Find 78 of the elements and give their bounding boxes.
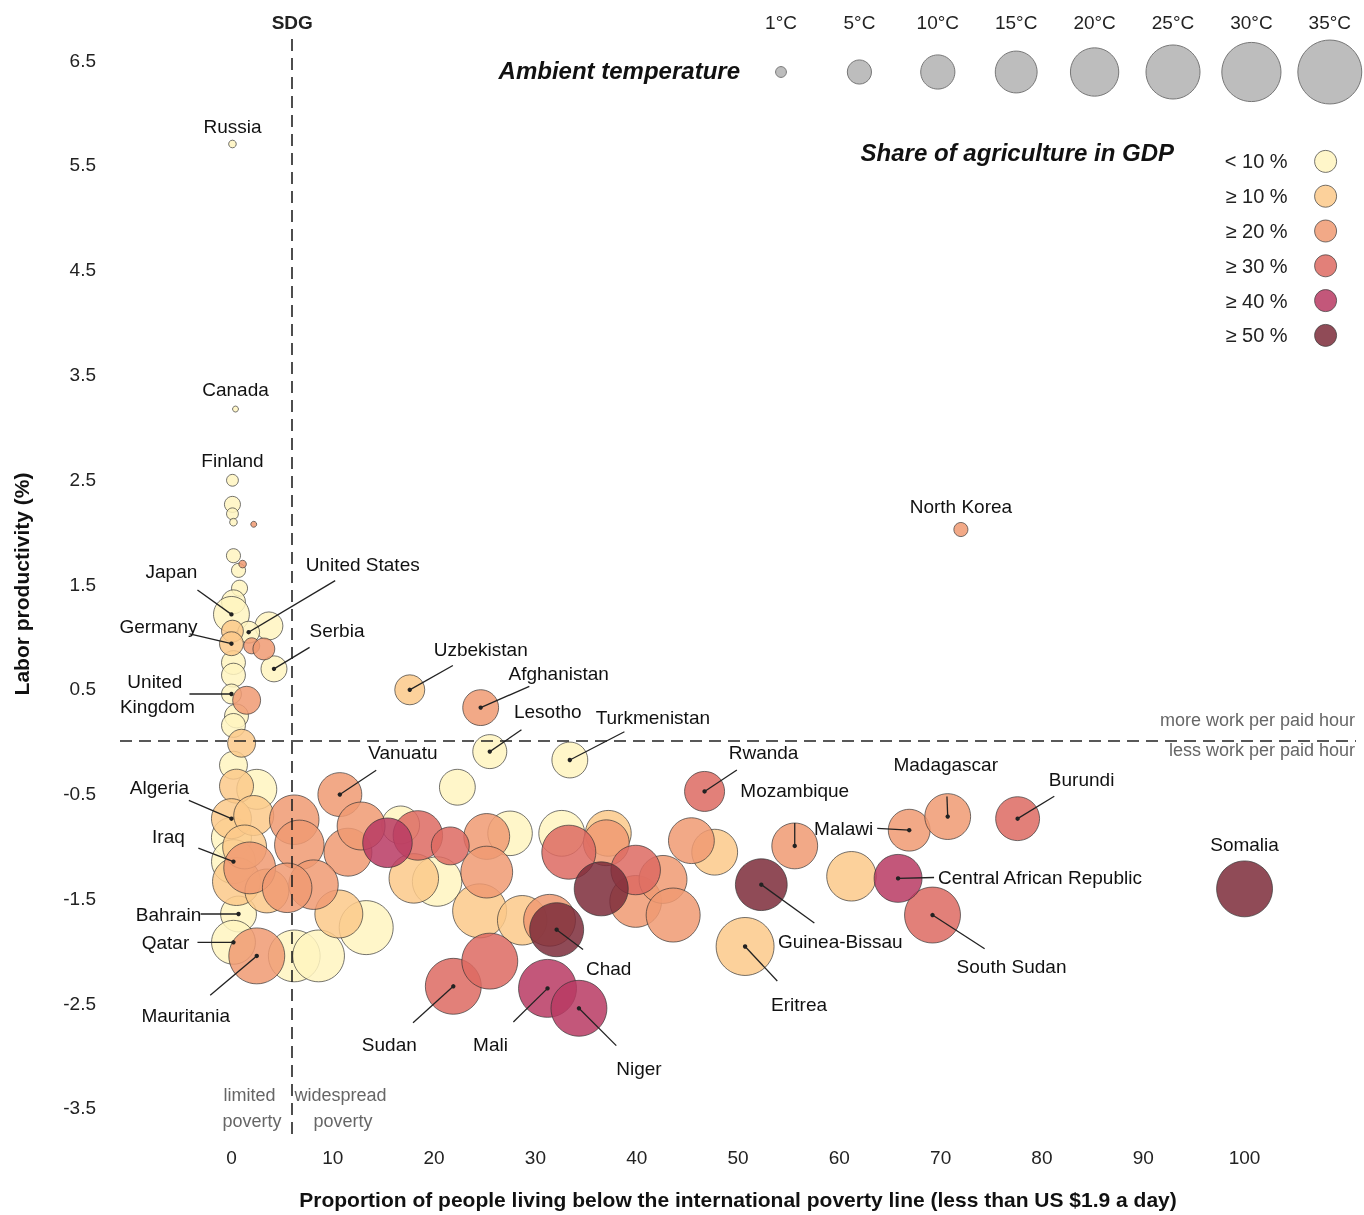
annotation: Somalia (1210, 834, 1280, 856)
legend-label: ≥ 50 % (1225, 324, 1288, 347)
x-tick-label: 0 (226, 1147, 237, 1168)
x-tick-label: 70 (930, 1147, 952, 1168)
annotation: Germany (119, 616, 199, 638)
y-tick-label: 2.5 (69, 468, 96, 490)
annotation: Russia (203, 115, 262, 137)
legend-label: 35°C (1308, 11, 1352, 33)
x-tick-label: 40 (626, 1147, 648, 1168)
x-tick-label: 80 (1031, 1147, 1053, 1168)
legend-label: 10°C (916, 11, 960, 33)
legend-label: 30°C (1230, 11, 1273, 33)
annotation: Afghanistan (508, 663, 609, 685)
annotation: less work per paid hour (1168, 740, 1355, 760)
y-tick-label: -3.5 (63, 1097, 96, 1119)
x-tick-label: 100 (1228, 1147, 1261, 1168)
x-tick-label: 50 (727, 1147, 749, 1168)
legend-label: ≥ 10 % (1225, 185, 1288, 208)
y-tick-label: 0.5 (69, 678, 96, 700)
x-tick-label: 60 (828, 1147, 850, 1168)
annotation: Malawi (814, 817, 874, 839)
annotation: Burundi (1048, 769, 1115, 791)
legend-title: Share of agriculture in GDP (860, 138, 1175, 166)
annotation: Ambient temperature (497, 56, 740, 84)
annotation: Bahrain (135, 903, 202, 925)
annotation: Chad (585, 958, 632, 980)
legend-label: 15°C (994, 11, 1038, 33)
annotation: Vanuatu (368, 742, 438, 764)
legend-label: ≥ 40 % (1225, 289, 1288, 312)
annotation: United States (305, 553, 420, 575)
legend-label: 1°C (765, 11, 797, 33)
annotation: Japan (145, 560, 198, 582)
annotation: Uzbekistan (433, 639, 528, 661)
annotation: Sudan (361, 1033, 417, 1055)
ref-line-label: SDG (271, 12, 313, 33)
legend-label: ≥ 20 % (1225, 220, 1288, 242)
annotation: Mali (473, 1033, 508, 1055)
y-tick-label: 4.5 (69, 259, 96, 281)
y-tick-label: 1.5 (69, 573, 96, 595)
x-tick-label: 30 (524, 1147, 546, 1168)
legend-label: 20°C (1073, 11, 1116, 33)
annotation: Mauritania (141, 1005, 231, 1027)
annotation: Turkmenistan (595, 706, 711, 728)
annotation: Iraq (152, 826, 185, 848)
y-tick-label: -2.5 (63, 992, 96, 1014)
y-tick-label: -1.5 (63, 887, 96, 909)
annotation: Madagascar (893, 754, 999, 776)
annotation: Eritrea (771, 993, 828, 1015)
legend-label: 5°C (843, 11, 876, 33)
y-tick-label: 3.5 (69, 363, 96, 385)
annotation: Canada (202, 378, 270, 400)
x-axis-title: Proportion of people living below the international poverty line (less than US $1.9 a day) (299, 1188, 1177, 1211)
annotation: Niger (616, 1057, 663, 1079)
annotation: North Korea (909, 496, 1013, 518)
annotation: Qatar (141, 931, 190, 953)
annotation: South Sudan (956, 955, 1067, 977)
annotation: Serbia (309, 620, 365, 642)
legend-label: 25°C (1151, 11, 1195, 33)
annotation: Central African Republic (938, 866, 1142, 888)
annotation: widespread poverty (293, 1085, 392, 1131)
y-tick-label: -0.5 (63, 783, 96, 805)
x-tick-label: 90 (1132, 1147, 1154, 1168)
y-tick-label: 5.5 (69, 154, 96, 176)
annotation: United Kingdom (119, 671, 195, 717)
legend-label: ≥ 30 % (1225, 254, 1288, 277)
annotation: limited poverty (222, 1085, 282, 1131)
annotation: more work per paid hour (1159, 710, 1355, 730)
annotation: Algeria (129, 777, 190, 799)
x-tick-label: 10 (322, 1147, 344, 1168)
annotation: Rwanda (728, 741, 799, 763)
annotation: Guinea-Bissau (777, 931, 903, 953)
annotation: Lesotho (513, 701, 582, 723)
y-tick-label: 6.5 (69, 49, 96, 71)
y-axis-title: Labor productivity (%) (10, 472, 33, 696)
legend-label: < 10 % (1224, 150, 1288, 173)
x-tick-label: 20 (423, 1147, 445, 1168)
annotation: Mozambique (740, 780, 850, 802)
annotation: Finland (201, 449, 264, 471)
